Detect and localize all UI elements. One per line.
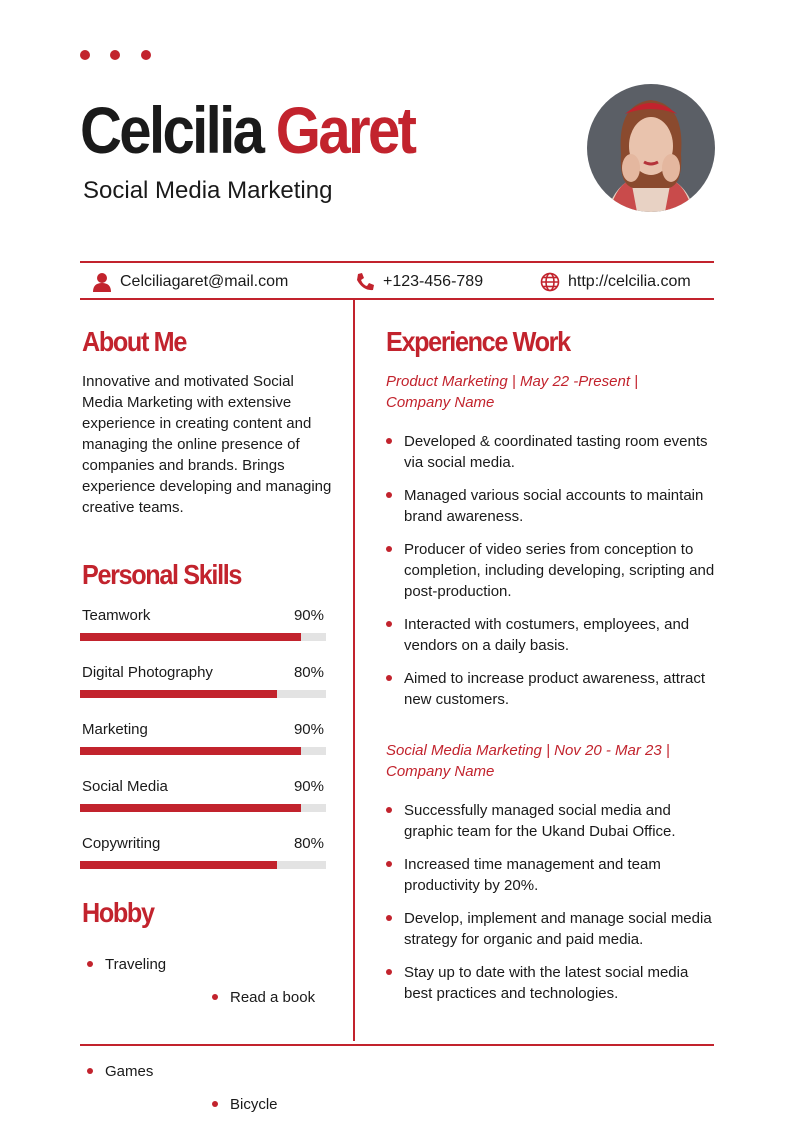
skill-name: Marketing [82, 721, 148, 738]
hobby-item: Read a book [212, 987, 793, 1008]
skill-bar [80, 747, 302, 755]
contact-phone: +123-456-789 [355, 272, 483, 292]
skill-track [80, 690, 326, 698]
first-name: Celcilia [80, 93, 265, 167]
skill-track [80, 804, 326, 812]
section-title: Hobby [82, 897, 155, 928]
hobby-item: Games [87, 1061, 793, 1082]
section-title: Experience Work [386, 326, 571, 357]
about-text: Innovative and motivated Social Media Ma… [82, 373, 332, 516]
section-title: Personal Skills [82, 559, 242, 590]
skill-name: Teamwork [82, 607, 151, 624]
job-bullet: Aimed to increase product awareness, att… [386, 668, 716, 710]
skill-name: Social Media [82, 778, 168, 795]
phone: +123-456-789 [383, 273, 484, 290]
job-bullet: Stay up to date with the latest social m… [386, 962, 716, 1004]
job-bullet: Producer of video series from conception… [386, 539, 716, 602]
hobby-item: Bicycle [212, 1094, 793, 1115]
job-bullet: Developed & coordinated tasting room eve… [386, 431, 716, 473]
job-heading: Product Marketing | May 22 -Present | Co… [386, 373, 639, 411]
skill-bar [80, 633, 302, 641]
dot [141, 50, 151, 60]
skill-percent: 90% [293, 721, 324, 738]
subtitle: Social Media Marketing [83, 177, 333, 204]
divider [80, 1044, 714, 1046]
job-bullet: Successfully managed social media and gr… [386, 800, 716, 842]
globe-icon [540, 272, 560, 292]
skill-track [80, 861, 326, 869]
dot [110, 50, 120, 60]
skill-track [80, 633, 326, 641]
skill-bar [80, 690, 277, 698]
job: Product Marketing | May 22 -Present | Co… [386, 371, 716, 710]
name: Celcilia Garet [80, 92, 417, 168]
email: Celciliagaret@mail.com [120, 273, 289, 290]
job-bullet: Managed various social accounts to maint… [386, 485, 716, 527]
contact-email: Celciliagaret@mail.com [92, 272, 288, 292]
skill-name: Copywriting [82, 835, 161, 852]
skill-percent: 90% [293, 778, 324, 795]
contact-website: http://celcilia.com [540, 272, 691, 292]
dot [80, 50, 90, 60]
person-icon [93, 273, 111, 292]
website: http://celcilia.com [568, 273, 691, 290]
job-bullet: Increased time management and team produ… [386, 854, 716, 896]
skill-bar [80, 861, 277, 869]
divider [80, 298, 714, 300]
phone-icon [357, 273, 374, 291]
divider [80, 261, 714, 263]
job-heading: Social Media Marketing | Nov 20 - Mar 23… [386, 742, 670, 780]
skill-bar [80, 804, 302, 812]
skill-track [80, 747, 326, 755]
skill-percent: 80% [293, 835, 324, 852]
skill-name: Digital Photography [82, 664, 213, 681]
skill-percent: 80% [293, 664, 324, 681]
job-bullet: Interacted with costumers, employees, an… [386, 614, 716, 656]
skill-percent: 90% [293, 607, 324, 624]
photo [587, 84, 715, 212]
column-divider [353, 299, 355, 1041]
job-bullet: Develop, implement and manage social med… [386, 908, 716, 950]
job: Social Media Marketing | Nov 20 - Mar 23… [386, 740, 716, 1004]
jobs: Product Marketing | May 22 -Present | Co… [386, 371, 716, 1016]
section-title: About Me [82, 326, 187, 357]
hobby-item: Traveling [87, 954, 793, 975]
last-name: Garet [275, 93, 417, 167]
